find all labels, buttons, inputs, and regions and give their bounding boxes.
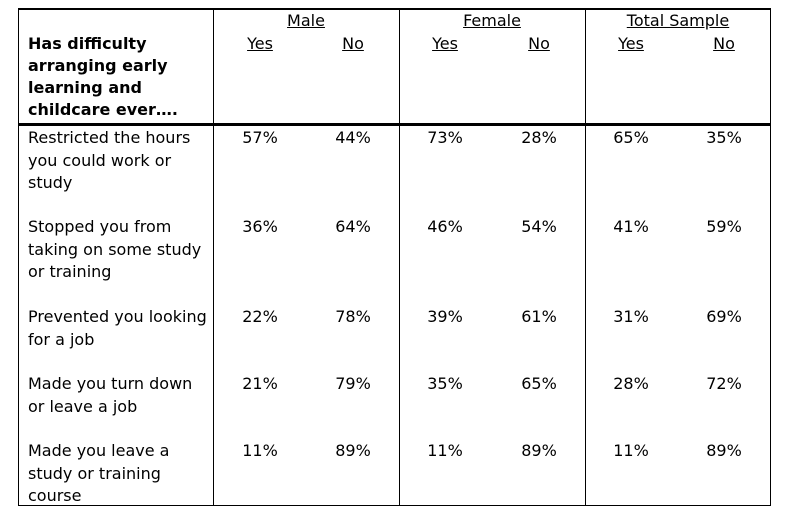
value-cell: 73% <box>427 128 463 147</box>
value-cell: 28% <box>521 128 557 147</box>
subheader-female-yes: Yes <box>432 34 458 53</box>
value-cell: 11% <box>242 441 278 460</box>
value-cell: 78% <box>335 307 371 326</box>
divider-female <box>399 8 400 506</box>
subheader-male-no: No <box>342 34 364 53</box>
group-header-total: Total Sample <box>626 11 730 30</box>
value-cell: 57% <box>242 128 278 147</box>
question-header: Has difficulty arranging early learning … <box>28 34 178 119</box>
value-cell: 11% <box>613 441 649 460</box>
value-cell: 54% <box>521 217 557 236</box>
row-label: Prevented you looking for a job <box>28 307 207 349</box>
value-cell: 39% <box>427 307 463 326</box>
value-cell: 79% <box>335 374 371 393</box>
subheader-total-no: No <box>713 34 735 53</box>
value-cell: 89% <box>521 441 557 460</box>
value-cell: 46% <box>427 217 463 236</box>
value-cell: 31% <box>613 307 649 326</box>
table-top-rule <box>18 8 771 10</box>
row-label: Made you turn down or leave a job <box>28 374 193 416</box>
value-cell: 35% <box>427 374 463 393</box>
group-header-female: Female <box>463 11 521 30</box>
value-cell: 72% <box>706 374 742 393</box>
group-header-male: Male <box>287 11 325 30</box>
value-cell: 89% <box>335 441 371 460</box>
header-rule <box>18 123 771 126</box>
value-cell: 36% <box>242 217 278 236</box>
divider-male <box>213 8 214 506</box>
divider-total <box>585 8 586 506</box>
value-cell: 21% <box>242 374 278 393</box>
survey-table: Male Female Total Sample Yes No Yes No Y… <box>18 8 771 506</box>
subheader-female-no: No <box>528 34 550 53</box>
subheader-male-yes: Yes <box>247 34 273 53</box>
value-cell: 59% <box>706 217 742 236</box>
value-cell: 41% <box>613 217 649 236</box>
value-cell: 22% <box>242 307 278 326</box>
table-frame <box>18 8 771 506</box>
row-label: Restricted the hours you could work or s… <box>28 128 191 192</box>
value-cell: 64% <box>335 217 371 236</box>
value-cell: 65% <box>613 128 649 147</box>
value-cell: 65% <box>521 374 557 393</box>
value-cell: 44% <box>335 128 371 147</box>
value-cell: 89% <box>706 441 742 460</box>
value-cell: 61% <box>521 307 557 326</box>
value-cell: 35% <box>706 128 742 147</box>
subheader-total-yes: Yes <box>618 34 644 53</box>
row-label: Made you leave a study or training cours… <box>28 441 170 505</box>
value-cell: 11% <box>427 441 463 460</box>
row-label: Stopped you from taking on some study or… <box>28 217 202 281</box>
value-cell: 28% <box>613 374 649 393</box>
value-cell: 69% <box>706 307 742 326</box>
